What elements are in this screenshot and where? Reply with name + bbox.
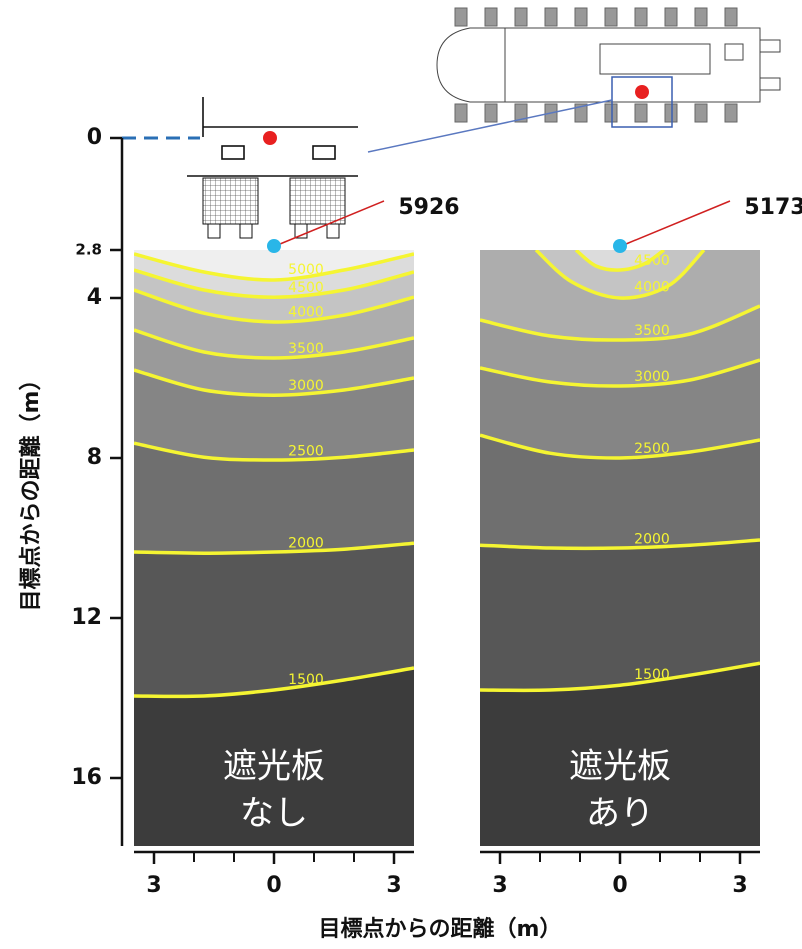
x-tick-label: 3 bbox=[732, 873, 747, 898]
x-tick-label: 0 bbox=[266, 873, 281, 898]
target-point bbox=[635, 85, 649, 99]
contour-label: 2000 bbox=[288, 535, 324, 551]
y-tick-label: 8 bbox=[87, 445, 102, 470]
peak-point bbox=[267, 239, 281, 253]
y-tick-label: 12 bbox=[71, 605, 102, 630]
peak-value: 5173 bbox=[744, 195, 802, 220]
contour-label: 1500 bbox=[634, 667, 670, 683]
y-tick-label: 4 bbox=[87, 285, 102, 310]
panel-label: 遮光板 bbox=[223, 747, 325, 787]
contour-label: 5000 bbox=[288, 262, 324, 278]
peak-leader bbox=[626, 201, 730, 244]
x-tick-label: 3 bbox=[492, 873, 507, 898]
ship-plan bbox=[437, 8, 780, 127]
peak-point bbox=[613, 239, 627, 253]
contour-label: 4500 bbox=[288, 280, 324, 296]
contour-label: 3500 bbox=[288, 341, 324, 357]
y-tick-label: 16 bbox=[71, 765, 102, 790]
contour-label: 2500 bbox=[634, 441, 670, 457]
panel-label: あり bbox=[586, 794, 654, 834]
contour-label: 2000 bbox=[634, 531, 670, 547]
peak-value: 5926 bbox=[398, 195, 459, 220]
contour-label: 1500 bbox=[288, 672, 324, 688]
panel-label: なし bbox=[240, 794, 308, 834]
figure: 目標点からの距離（m） 目標点からの距離（m） 0 2.8 4 8 12 16 1500 20… bbox=[0, 0, 802, 949]
target-point bbox=[263, 131, 277, 145]
contour-label: 4500 bbox=[634, 253, 670, 269]
contour-label: 3000 bbox=[288, 378, 324, 394]
x-tick-label: 3 bbox=[386, 873, 401, 898]
contour-label: 3500 bbox=[634, 323, 670, 339]
x-tick-label: 3 bbox=[146, 873, 161, 898]
y-tick-label: 2.8 bbox=[75, 241, 102, 259]
contour-label: 4000 bbox=[288, 305, 324, 321]
contour-label: 3000 bbox=[634, 369, 670, 385]
vessel-section bbox=[187, 97, 358, 238]
contour-label: 2500 bbox=[288, 443, 324, 459]
y-tick-label: 0 bbox=[87, 125, 102, 150]
y-axis-label: 目標点からの距離（m） bbox=[18, 369, 44, 612]
x-axis-label: 目標点からの距離（m） bbox=[319, 916, 562, 942]
panel-label: 遮光板 bbox=[569, 747, 671, 787]
contour-label: 4000 bbox=[634, 280, 670, 296]
x-tick-label: 0 bbox=[612, 873, 627, 898]
